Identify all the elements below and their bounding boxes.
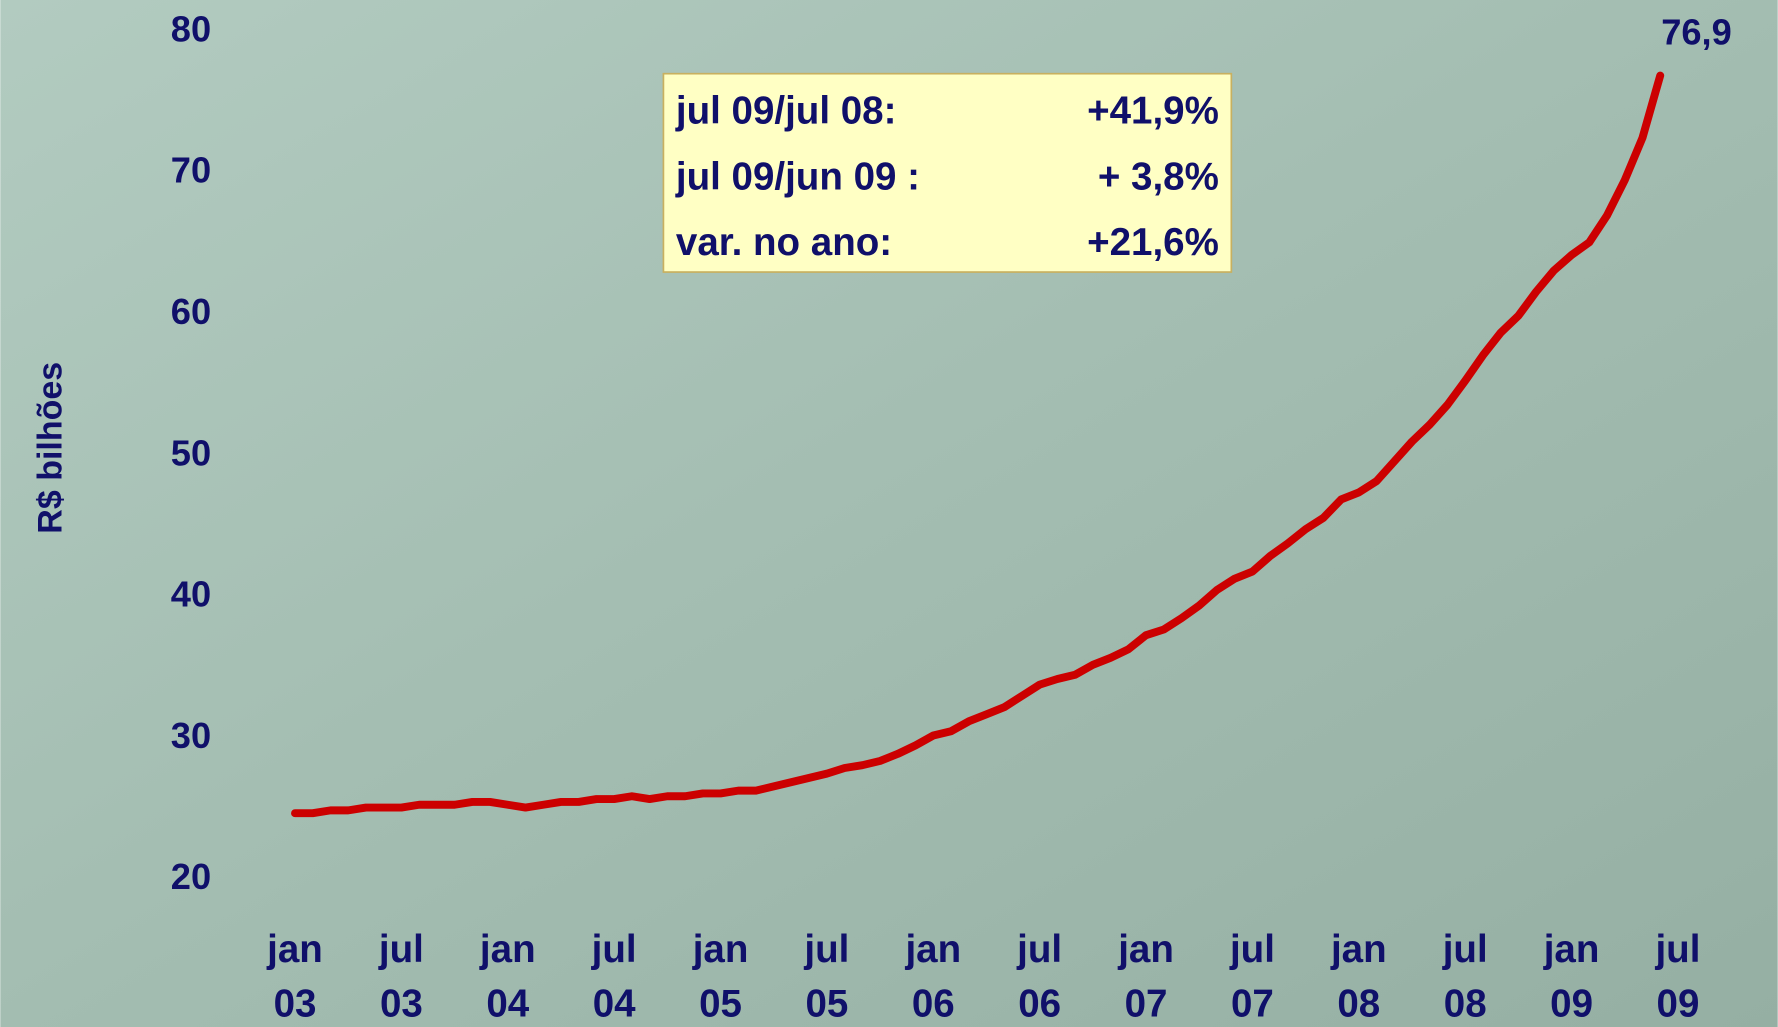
annotation-value: +21,6% (1087, 221, 1219, 264)
y-tick-label: 30 (171, 715, 211, 756)
y-tick-label: 60 (171, 291, 211, 332)
y-tick-label: 80 (171, 8, 211, 49)
annotation-label: jul 09/jul 08: (675, 90, 897, 133)
annotation-value: +41,9% (1087, 90, 1219, 133)
annotation-label: jul 09/jun 09 : (675, 155, 920, 198)
annotation-value: + 3,8% (1098, 155, 1219, 198)
chart: R$ bilhões 20304050607080jan03jul03jan04… (0, 0, 1778, 1027)
annotation-label: var. no ano: (676, 221, 892, 264)
y-tick-label: 50 (171, 432, 211, 473)
data-label: 76,9 (1661, 11, 1732, 52)
y-tick-label: 40 (171, 574, 211, 615)
y-axis-label: R$ bilhões (31, 362, 69, 534)
y-tick-label: 70 (171, 150, 211, 191)
y-tick-label: 20 (171, 856, 211, 897)
